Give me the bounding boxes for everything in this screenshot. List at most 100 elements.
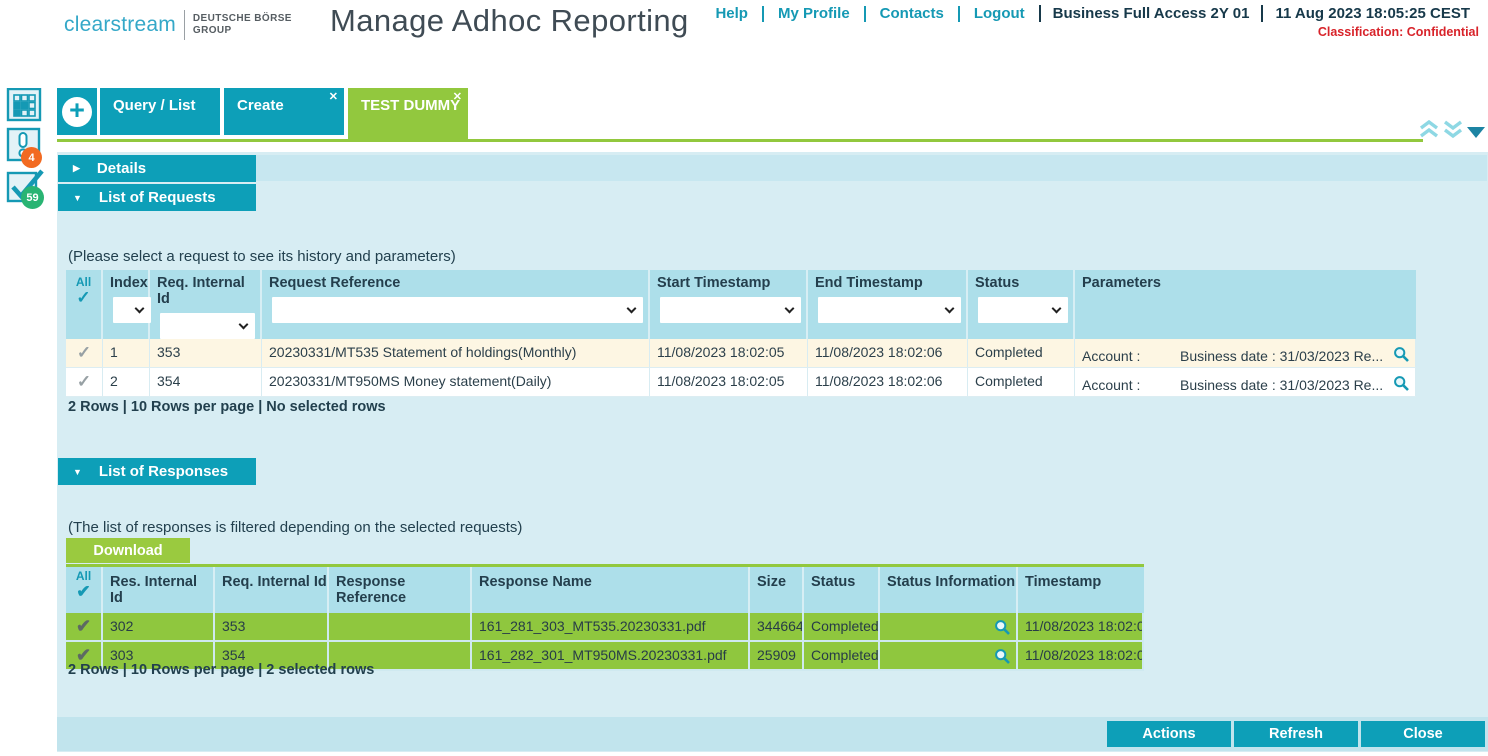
magnifier-icon[interactable] [994,648,1011,668]
refresh-button[interactable]: Refresh [1234,721,1358,747]
cell-response-reference [329,613,472,640]
filter-req-internal-id-select[interactable] [160,313,255,339]
session-user: Business Full Access 2Y 01 [1041,5,1262,22]
filter-end-timestamp-select[interactable] [818,297,961,323]
nav-help-link[interactable]: Help [701,5,762,22]
cell-response-name: 161_282_301_MT950MS.20230331.pdf [472,642,750,669]
response-row[interactable]: ✔ 302 353 161_281_303_MT535.20230331.pdf… [66,613,1144,642]
col-response-reference: Response Reference [329,567,472,613]
col-status: Status [975,275,1019,291]
cell-start-timestamp: 11/08/2023 18:02:05 [650,339,808,367]
plus-icon: + [62,97,92,127]
requests-table-header: All ✓ Index Req. Internal Id Request Ref… [66,270,1416,339]
footer-action-bar: Actions Refresh Close [57,717,1488,751]
cell-res-internal-id: 302 [103,613,215,640]
classification-label: Classification: Confidential [1318,25,1479,39]
check-icon: ✔ [76,583,90,602]
download-button[interactable]: Download [66,538,190,563]
brand-group: DEUTSCHE BÖRSE GROUP [193,13,292,38]
cell-start-timestamp: 11/08/2023 18:02:05 [650,368,808,396]
session-timestamp: 11 Aug 2023 18:05:25 CEST [1263,5,1482,22]
tab-query-list[interactable]: Query / List [100,88,220,135]
cell-end-timestamp: 11/08/2023 18:02:06 [808,339,968,367]
content-panel: ▶ Details ▼ List of Requests (Please sel… [57,152,1488,752]
page-title: Manage Adhoc Reporting [330,3,689,39]
col-request-reference: Request Reference [269,275,400,291]
close-icon[interactable]: ✕ [329,90,338,103]
col-end-timestamp: End Timestamp [815,275,923,291]
requests-select-all[interactable]: All ✓ [66,270,103,339]
details-section-title: Details [97,160,146,177]
check-icon: ✓ [77,343,91,363]
cell-status-information [880,613,1018,640]
close-icon[interactable]: ✕ [453,90,462,103]
active-tab-underline [57,139,1423,142]
row-select-checkbox[interactable]: ✓ [66,368,103,396]
top-navigation: Help My Profile Contacts Logout Business… [701,5,1482,22]
col-req-internal-id: Req. Internal Id [215,567,329,613]
collapsed-arrow-icon: ▶ [73,163,80,174]
requests-section-title: List of Requests [99,189,216,206]
details-section-header[interactable]: ▶ Details [58,155,256,182]
cell-status-information [880,642,1018,669]
filter-index-select[interactable] [113,297,151,323]
responses-section-title: List of Responses [99,463,228,480]
cell-parameters: Account : Business date : 31/03/2023 Re.… [1075,339,1416,367]
request-row[interactable]: ✓ 1 353 20230331/MT535 Statement of hold… [66,339,1416,368]
apps-grid-icon[interactable] [6,88,42,127]
check-icon: ✔ [76,616,91,637]
col-res-internal-id: Res. Internal Id [103,567,215,613]
cell-status: Completed [804,613,880,640]
chevron-down-icon [627,304,637,314]
tasks-badge: 59 [21,186,44,209]
cell-status: Completed [804,642,880,669]
cell-req-internal-id: 354 [150,368,262,396]
cell-request-reference: 20230331/MT535 Statement of holdings(Mon… [262,339,650,367]
nav-my-profile-link[interactable]: My Profile [764,5,864,22]
nav-logout-link[interactable]: Logout [960,5,1039,22]
check-icon: ✓ [77,372,91,392]
add-tab-button[interactable]: + [57,88,97,135]
check-icon: ✓ [76,289,90,308]
actions-button[interactable]: Actions [1107,721,1231,747]
cell-index: 1 [103,339,150,367]
responses-select-all[interactable]: All ✔ [66,567,103,613]
filter-start-timestamp-select[interactable] [660,297,801,323]
col-parameters: Parameters [1082,275,1161,291]
close-button[interactable]: Close [1361,721,1485,747]
manage-adhoc-reporting-window: clearstream DEUTSCHE BÖRSE GROUP Manage … [0,0,1488,756]
expand-all-icon[interactable] [1442,120,1464,144]
responses-table-header: All ✔ Res. Internal Id Req. Internal Id … [66,564,1144,613]
filter-request-reference-select[interactable] [272,297,643,323]
magnifier-icon[interactable] [1393,346,1410,366]
responses-hint: (The list of responses is filtered depen… [68,519,522,536]
magnifier-icon[interactable] [1393,375,1410,395]
requests-table: All ✓ Index Req. Internal Id Request Ref… [66,270,1416,397]
request-row[interactable]: ✓ 2 354 20230331/MT950MS Money statement… [66,368,1416,397]
cell-timestamp: 11/08/2023 18:02:06 [1018,642,1144,669]
filter-status-select[interactable] [978,297,1068,323]
cell-timestamp: 11/08/2023 18:02:06 [1018,613,1144,640]
col-status: Status [804,567,880,613]
col-size: Size [750,567,804,613]
nav-contacts-link[interactable]: Contacts [866,5,958,22]
magnifier-icon[interactable] [994,619,1011,639]
cell-status: Completed [968,368,1075,396]
chevron-down-icon [785,304,795,314]
expanded-arrow-icon: ▼ [73,467,82,477]
collapse-all-icon[interactable] [1418,120,1440,144]
cell-status: Completed [968,339,1075,367]
tab-test-dummy[interactable]: TEST DUMMY ✕ [348,88,468,142]
responses-table: All ✔ Res. Internal Id Req. Internal Id … [66,564,1144,671]
brand-name: clearstream [64,13,176,37]
cell-response-name: 161_281_303_MT535.20230331.pdf [472,613,750,640]
row-select-checkbox[interactable]: ✓ [66,339,103,367]
row-select-checkbox[interactable]: ✔ [66,613,103,640]
requests-section-header[interactable]: ▼ List of Requests [58,184,256,211]
tab-create[interactable]: Create ✕ [224,88,344,135]
responses-section-header[interactable]: ▼ List of Responses [58,458,256,485]
cell-end-timestamp: 11/08/2023 18:02:06 [808,368,968,396]
cell-parameters: Account : Business date : 31/03/2023 Re.… [1075,368,1416,396]
cell-size: 344664 [750,613,804,640]
tab-menu-triangle-icon[interactable] [1467,127,1485,138]
